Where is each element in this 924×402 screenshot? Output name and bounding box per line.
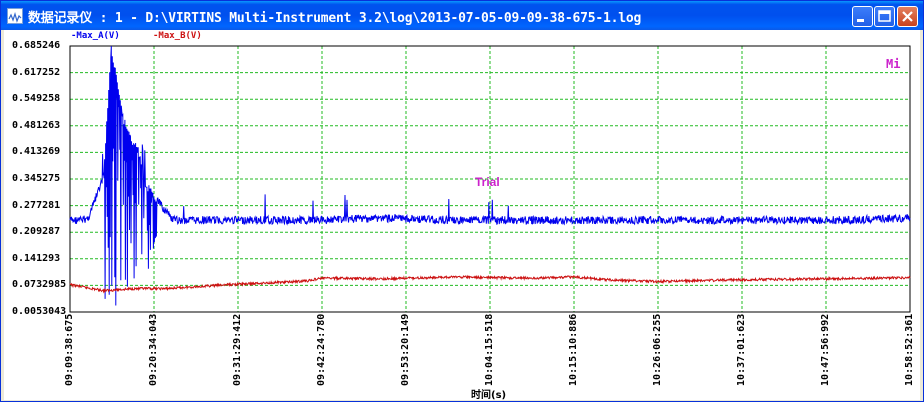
y-tick-label: 0.0732985 — [12, 279, 67, 291]
y-tick-label: 0.481263 — [12, 119, 61, 131]
x-axis-label: 时间(s) — [471, 390, 507, 401]
y-tick-label: 0.685246 — [12, 40, 61, 51]
maximize-button[interactable] — [874, 6, 895, 27]
title-bar[interactable]: 数据记录仪 : 1 - D:\VIRTINS Multi-Instrument … — [1, 1, 923, 30]
x-tick-label: 09:53:20:149 — [400, 313, 411, 386]
minimize-button[interactable] — [852, 6, 873, 27]
plot-area[interactable] — [4, 30, 920, 400]
y-tick-label: 0.277281 — [12, 199, 61, 211]
x-tick-label: 09:31:29:412 — [232, 313, 243, 386]
y-tick-label: 0.0053043 — [12, 306, 67, 317]
legend-series-b-label: Max_B(V) — [158, 31, 202, 41]
x-tick-label: 09:09:38:675 — [64, 313, 75, 386]
plot-frame — [69, 45, 911, 313]
x-tick-label: 09:42:24:780 — [316, 313, 327, 386]
y-tick-label: 0.413269 — [12, 146, 61, 158]
close-button[interactable] — [897, 6, 918, 27]
legend-series-a-label: Max_A(V) — [76, 31, 120, 41]
chart-canvas[interactable] — [4, 30, 920, 400]
app-icon[interactable] — [7, 8, 23, 24]
legend-series-a: -Max_A(V) — [71, 31, 120, 41]
x-tick-label: 10:04:15:518 — [484, 313, 495, 386]
series-line-max-b — [69, 274, 911, 294]
y-tick-label: 0.141293 — [12, 252, 61, 264]
legend-series-b: -Max_B(V) — [153, 31, 202, 41]
x-tick-label: 09:20:34:043 — [148, 313, 159, 386]
x-tick-label: 10:15:10:886 — [568, 313, 579, 386]
window-title: 数据记录仪 : 1 - D:\VIRTINS Multi-Instrument … — [28, 11, 642, 26]
x-tick-label: 10:37:01:623 — [736, 313, 747, 386]
y-tick-label: 0.345275 — [12, 173, 61, 184]
close-icon — [902, 11, 913, 22]
maximize-icon — [878, 10, 891, 22]
minimize-icon — [857, 19, 864, 22]
y-tick-label: 0.209287 — [12, 226, 61, 238]
x-tick-label: 10:58:52:361 — [904, 313, 915, 386]
y-tick-label: 0.549258 — [12, 93, 61, 105]
series-line-max-a — [69, 46, 911, 306]
corner-annotation: Mi — [886, 57, 901, 71]
trial-watermark: Trial — [475, 175, 500, 189]
y-tick-label: 0.617252 — [12, 66, 61, 78]
x-tick-label: 10:47:56:992 — [820, 313, 831, 386]
x-tick-label: 10:26:06:255 — [652, 313, 663, 386]
